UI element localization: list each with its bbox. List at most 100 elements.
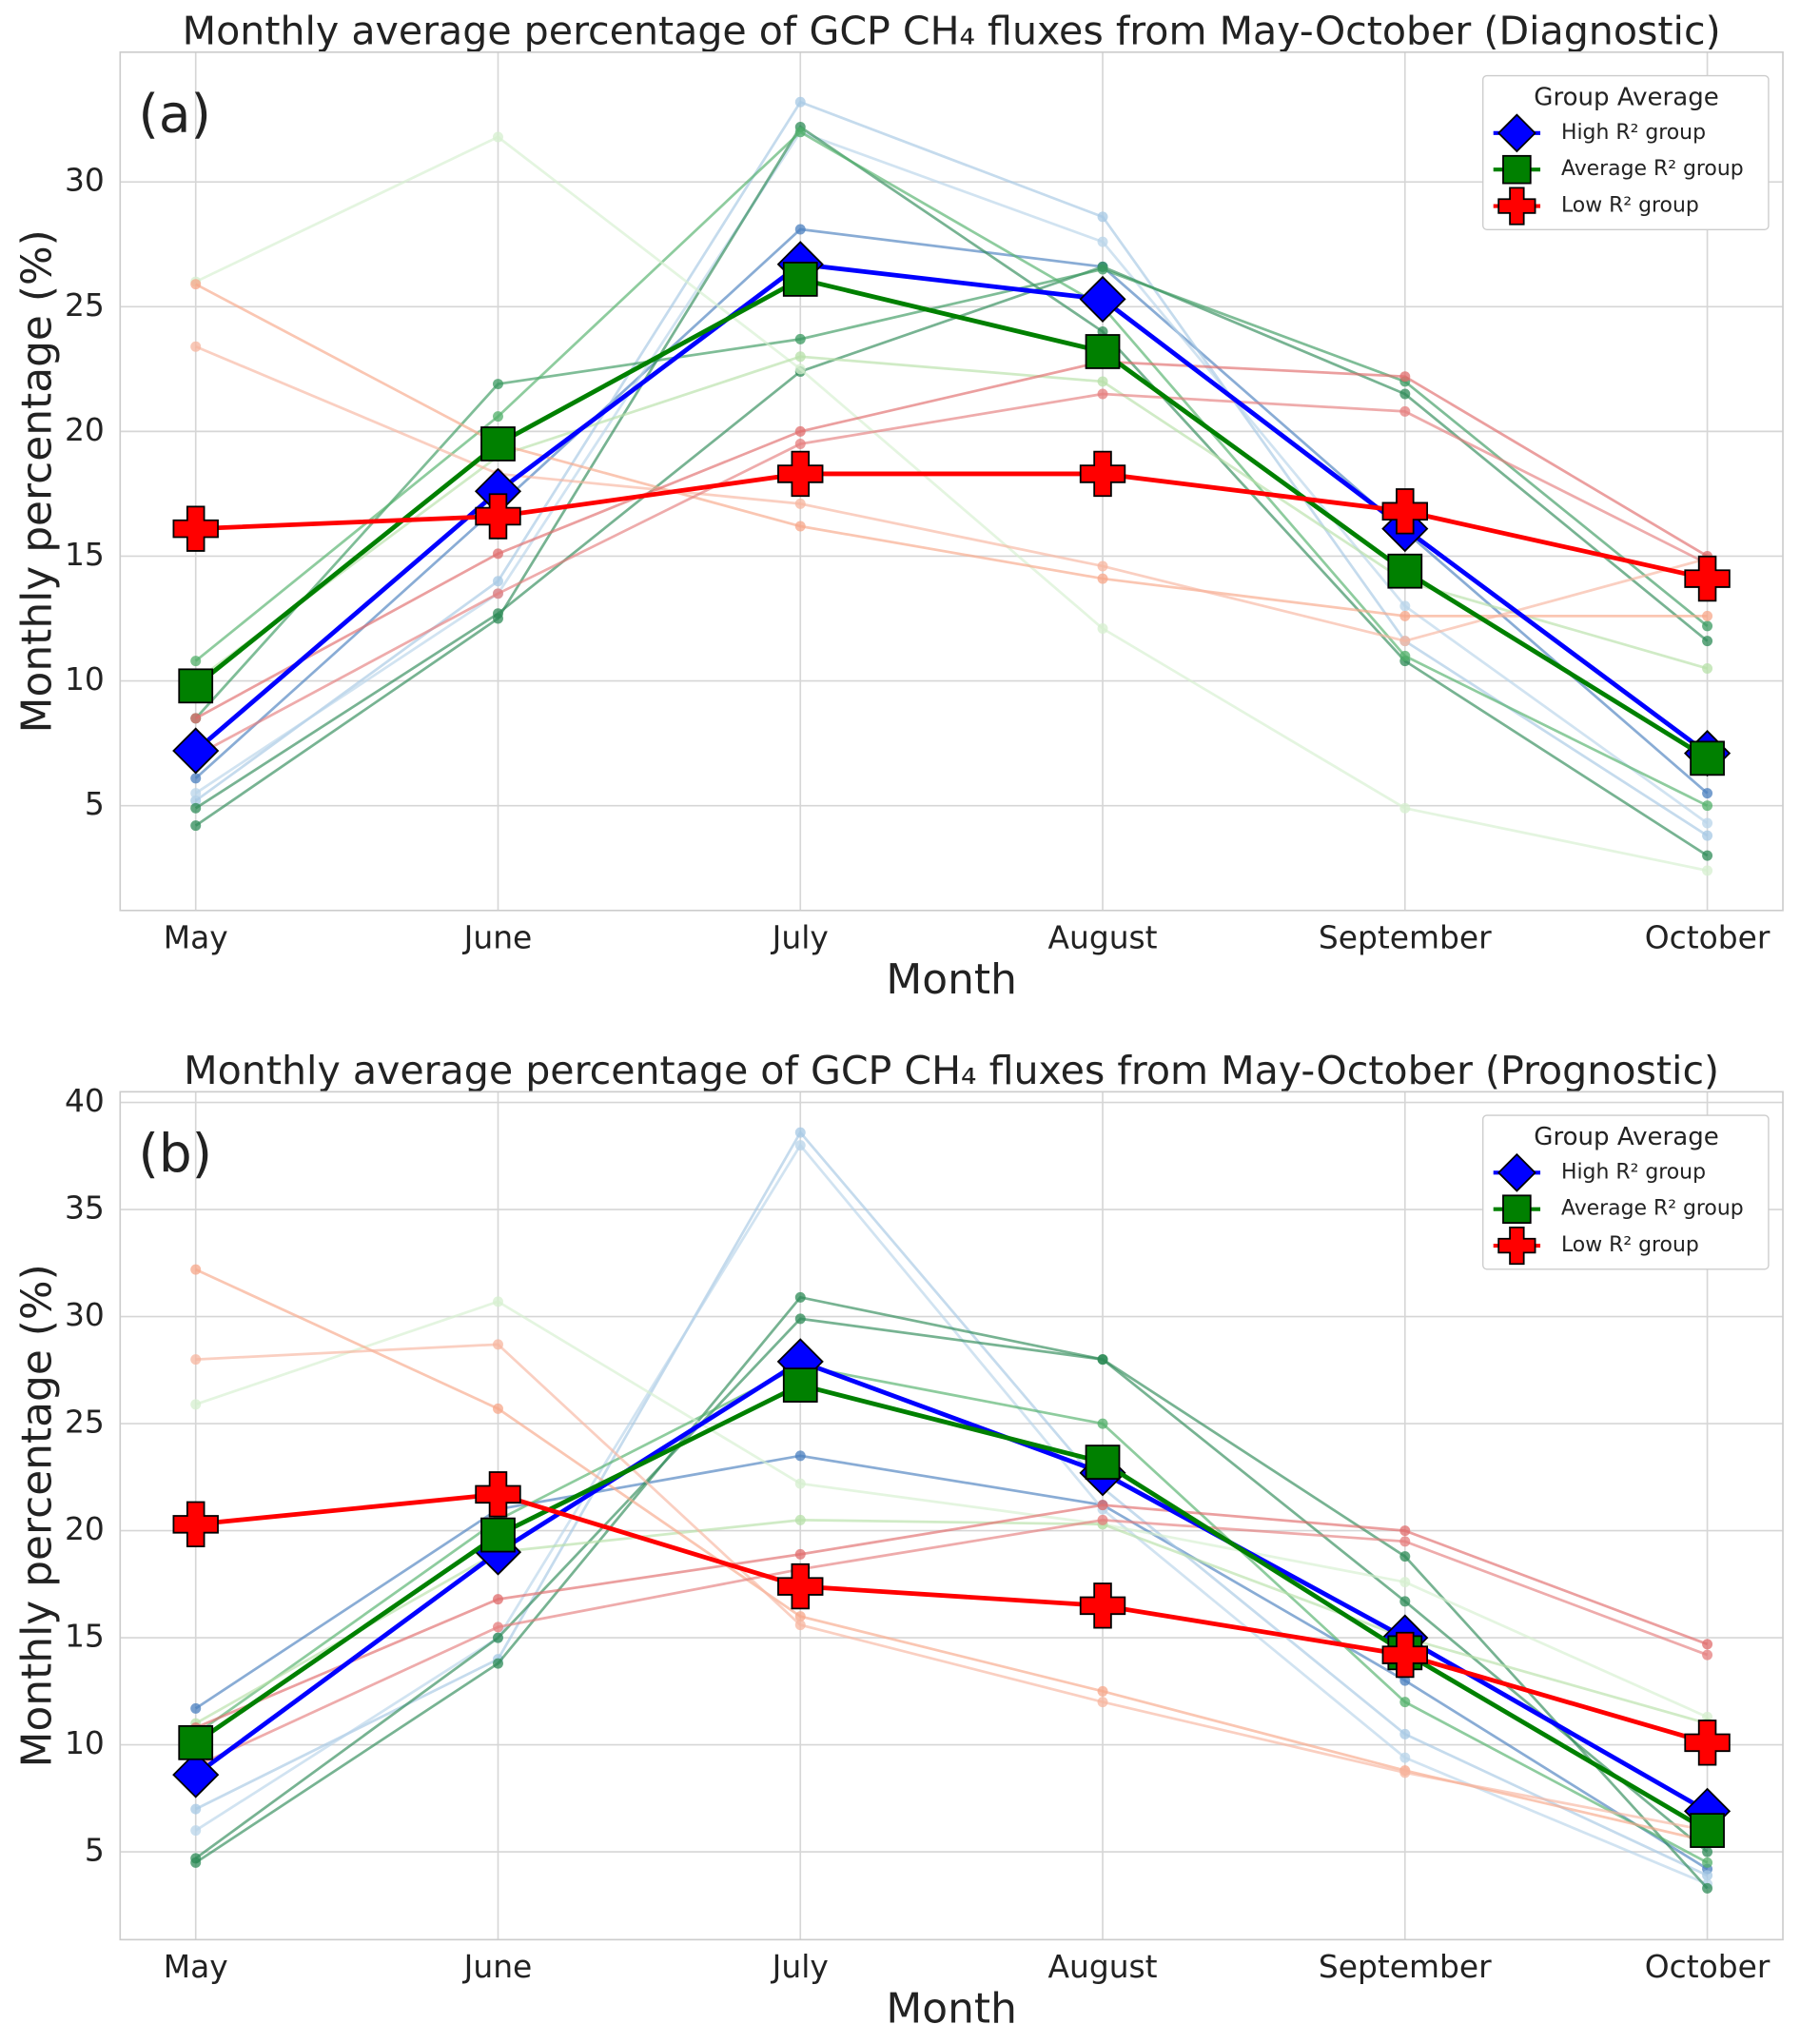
square-marker [1387, 553, 1423, 589]
member-point [1399, 636, 1411, 647]
member-point [1399, 600, 1411, 612]
member-point [1399, 1697, 1411, 1708]
member-point [1702, 800, 1713, 812]
y-tick-label: 30 [65, 162, 105, 199]
plus-marker [475, 493, 521, 540]
member-point [1097, 1697, 1108, 1708]
square-marker [480, 1517, 516, 1553]
member-point [190, 1853, 202, 1864]
plus-marker [1079, 1582, 1126, 1629]
x-tick-label: July [771, 918, 829, 955]
member-point [1702, 1882, 1713, 1894]
y-tick-label: 5 [85, 785, 105, 822]
member-point [1097, 623, 1108, 634]
series-line [194, 1383, 1709, 1833]
x-tick-label: June [462, 918, 533, 955]
member-point [190, 820, 202, 832]
x-axis-label: Month [886, 1985, 1016, 2034]
square-marker [1690, 1813, 1725, 1848]
x-tick-label: October [1645, 918, 1771, 955]
member-line [194, 265, 1709, 810]
member-point [794, 439, 806, 449]
member-point [493, 1403, 503, 1414]
member-point [190, 788, 202, 799]
member-point [794, 1620, 806, 1631]
member-point [1702, 817, 1713, 829]
member-point [1097, 376, 1108, 387]
member-line [195, 1518, 1709, 1768]
member-point [190, 713, 202, 724]
member-point [1097, 1500, 1108, 1511]
member-point [1097, 1514, 1108, 1525]
member-point [190, 279, 202, 290]
member-point [493, 1621, 503, 1633]
member-line [194, 125, 1709, 857]
y-tick-label: 15 [65, 1618, 105, 1655]
square-marker [178, 668, 214, 704]
plot-frame [119, 51, 1784, 912]
x-tick-label: May [164, 1948, 228, 1985]
member-point [1702, 636, 1713, 647]
member-point [794, 127, 806, 138]
x-tick-label: May [164, 918, 228, 955]
square-marker [1085, 1445, 1121, 1480]
member-point [1702, 1649, 1713, 1661]
member-point [794, 521, 806, 532]
member-line [195, 283, 1708, 618]
member-line [194, 227, 1709, 795]
legend-marker [1497, 1227, 1536, 1266]
legend-label: Low R² group [1561, 1233, 1699, 1257]
member-line [195, 392, 1709, 757]
member-point [794, 1514, 806, 1525]
member-point [1399, 1767, 1411, 1779]
x-tick-label: October [1645, 1948, 1771, 1985]
member-line [195, 1518, 1708, 1725]
series-line [195, 1491, 1709, 1745]
member-point [493, 608, 503, 619]
chart-title: Monthly average percentage of GCP CH₄ fl… [184, 1048, 1719, 1093]
x-tick-label: August [1048, 918, 1158, 955]
member-point [1702, 1846, 1713, 1857]
legend-box [1482, 74, 1770, 230]
y-tick-label: 40 [65, 1082, 105, 1119]
member-point [1702, 610, 1713, 621]
member-point [1702, 865, 1713, 876]
square-marker [1085, 334, 1121, 369]
member-point [1702, 850, 1713, 861]
y-tick-label: 15 [65, 536, 105, 573]
member-point [1097, 1418, 1108, 1429]
member-point [1399, 1525, 1411, 1537]
member-point [1399, 371, 1411, 383]
square-marker [782, 262, 818, 297]
member-point [493, 588, 503, 599]
member-point [794, 1313, 806, 1325]
member-point [1097, 236, 1108, 247]
member-point [1399, 1752, 1411, 1763]
member-point [1399, 650, 1411, 661]
member-line [194, 1364, 1709, 1864]
legend-marker [1497, 187, 1536, 226]
y-axis-label: Monthly percentage (%) [12, 229, 61, 733]
member-point [1399, 1596, 1411, 1607]
member-point [1702, 788, 1713, 799]
plus-marker [777, 1562, 824, 1610]
member-point [1399, 1577, 1411, 1588]
plus-marker [1079, 450, 1126, 498]
plus-marker [1381, 488, 1428, 535]
series-line [194, 276, 1709, 760]
member-point [1097, 573, 1108, 584]
member-point [190, 1825, 202, 1837]
member-point [190, 795, 202, 806]
member-point [1399, 405, 1411, 417]
x-tick-label: June [462, 1948, 533, 1985]
diamond-marker [172, 727, 220, 775]
plus-marker [172, 1501, 219, 1548]
member-line [194, 1143, 1709, 1886]
legend-title: Group Average [1534, 83, 1718, 111]
plus-marker [1684, 1720, 1731, 1766]
member-point [794, 1478, 806, 1489]
x-tick-label: September [1319, 918, 1492, 955]
member-line [194, 355, 1708, 682]
plus-marker [777, 450, 824, 498]
